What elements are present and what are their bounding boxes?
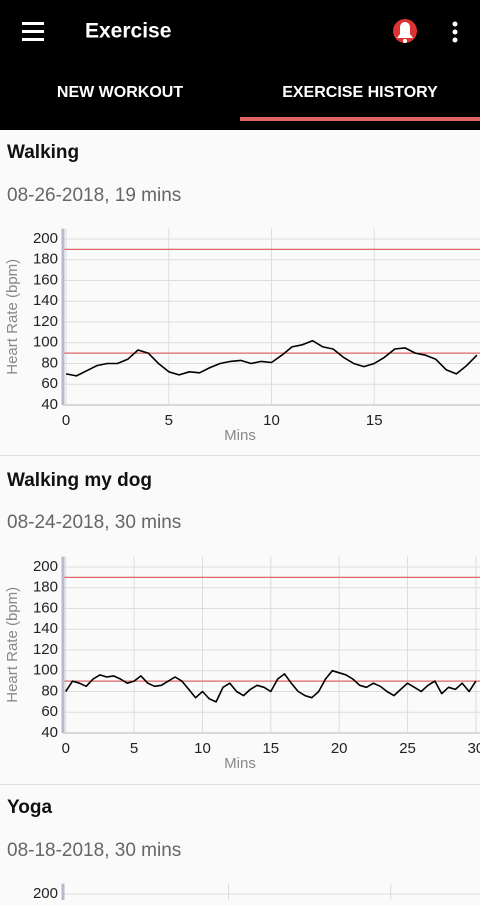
app-title: Exercise	[85, 20, 171, 43]
y-tick-label: 100	[33, 662, 58, 679]
y-tick-label: 180	[33, 251, 58, 268]
overflow-menu[interactable]	[452, 21, 458, 43]
x-tick-label: 25	[399, 740, 416, 757]
tab-selected[interactable]: EXERCISE HISTORY	[282, 84, 438, 101]
tab[interactable]: NEW WORKOUT	[57, 84, 183, 101]
y-tick-label: 80	[41, 682, 58, 699]
x-tick-label: 0	[62, 412, 70, 429]
y-tick-label: 160	[33, 271, 58, 288]
x-tick-label: 0	[62, 740, 70, 757]
y-tick-label: 160	[33, 599, 58, 616]
y-tick-label: 120	[33, 641, 58, 658]
x-tick-label: 30	[468, 740, 480, 757]
divider	[0, 784, 480, 785]
y-axis-label: Heart Rate (bpm)	[4, 259, 21, 375]
workout-name[interactable]: Yoga	[7, 797, 52, 818]
workout-date: 08-26-2018, 19 mins	[7, 185, 181, 206]
x-tick-label: 15	[366, 412, 383, 429]
y-tick-label: 40	[41, 724, 58, 741]
y-tick-label: 180	[33, 579, 58, 596]
y-tick-label: 140	[33, 620, 58, 637]
x-tick-label: 5	[130, 740, 138, 757]
x-axis-label: Mins	[224, 755, 256, 772]
y-tick-label: 60	[41, 703, 58, 720]
y-tick-label: 200	[33, 885, 58, 900]
y-tick-label: 140	[33, 292, 58, 309]
y-tick-label: 200	[33, 558, 58, 575]
workout-date: 08-24-2018, 30 mins	[7, 512, 181, 533]
x-tick-label: 15	[262, 740, 279, 757]
y-axis-label: Heart Rate (bpm)	[4, 587, 21, 703]
y-tick-label: 100	[33, 334, 58, 351]
x-tick-label: 10	[263, 412, 280, 429]
workout-name[interactable]: Walking	[7, 142, 79, 163]
y-tick-label: 60	[41, 375, 58, 392]
x-tick-label: 20	[331, 740, 348, 757]
divider	[0, 455, 480, 456]
menu-icon[interactable]	[22, 22, 44, 41]
heart-rate-line	[65, 669, 477, 703]
y-tick-label: 40	[41, 396, 58, 413]
workout-date: 08-18-2018, 30 mins	[7, 840, 181, 861]
y-tick-label: 80	[41, 354, 58, 371]
alarm-icon[interactable]	[393, 19, 417, 43]
x-tick-label: 5	[165, 412, 173, 429]
workout-name[interactable]: Walking my dog	[7, 470, 152, 491]
tab-indicator	[240, 117, 480, 121]
y-tick-label: 200	[33, 230, 58, 247]
y-tick-label: 120	[33, 313, 58, 330]
heart-rate-line	[65, 339, 478, 377]
x-axis-label: Mins	[224, 427, 256, 444]
x-tick-label: 10	[194, 740, 211, 757]
